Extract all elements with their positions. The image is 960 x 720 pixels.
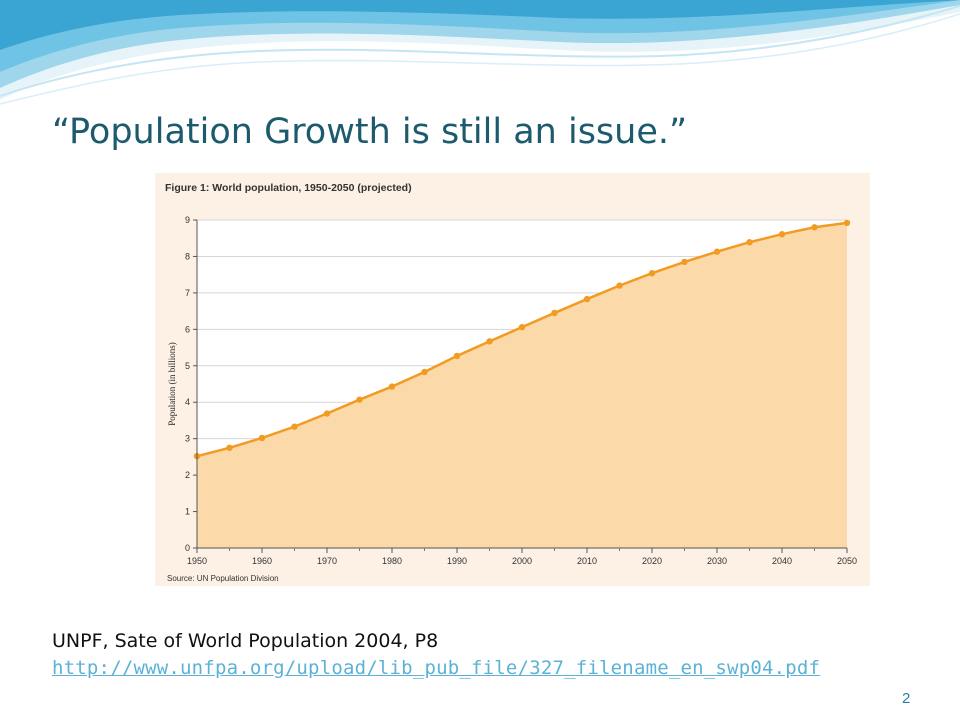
data-point-1990 bbox=[453, 352, 461, 360]
population-figure: Figure 1: World population, 1950-2050 (p… bbox=[155, 173, 870, 586]
y-tick-label: 7 bbox=[185, 288, 190, 298]
data-point-1995 bbox=[486, 338, 493, 345]
page-number: 2 bbox=[902, 690, 911, 707]
y-tick-label: 8 bbox=[185, 251, 190, 261]
y-tick-label: 2 bbox=[185, 470, 190, 480]
chart-title: Figure 1: World population, 1950-2050 (p… bbox=[165, 182, 412, 194]
x-tick-label: 2020 bbox=[642, 556, 662, 566]
data-point-2040 bbox=[778, 231, 786, 238]
y-tick-label: 9 bbox=[185, 215, 190, 225]
data-point-2010 bbox=[583, 295, 591, 303]
x-tick-label: 2050 bbox=[837, 556, 857, 566]
data-point-1970 bbox=[323, 410, 331, 417]
data-point-2030 bbox=[713, 248, 721, 255]
data-point-2000 bbox=[518, 323, 526, 331]
x-tick-label: 2030 bbox=[707, 556, 727, 566]
data-point-1955 bbox=[226, 444, 233, 451]
slide-title: “Population Growth is still an issue.” bbox=[52, 112, 688, 152]
data-point-1985 bbox=[421, 368, 428, 376]
data-point-2005 bbox=[551, 309, 558, 317]
y-tick-label: 3 bbox=[185, 434, 190, 444]
y-axis-label: Population (in billions) bbox=[167, 342, 177, 426]
y-tick-label: 6 bbox=[185, 324, 190, 334]
y-tick-label: 4 bbox=[185, 397, 190, 407]
x-tick-label: 2010 bbox=[577, 556, 597, 566]
population-area bbox=[197, 222, 847, 549]
x-tick-label: 2040 bbox=[772, 556, 792, 566]
y-tick-label: 0 bbox=[185, 543, 190, 553]
data-point-2045 bbox=[811, 224, 818, 231]
x-tick-label: 1950 bbox=[187, 556, 207, 566]
population-chart: Figure 1: World population, 1950-2050 (p… bbox=[165, 182, 857, 583]
data-point-1980 bbox=[388, 383, 396, 390]
y-tick-label: 1 bbox=[185, 507, 190, 517]
data-point-2020 bbox=[648, 270, 656, 277]
data-point-2050 bbox=[843, 219, 851, 227]
source-link[interactable]: http://www.unfpa.org/upload/lib_pub_file… bbox=[52, 657, 821, 679]
data-point-2035 bbox=[746, 239, 753, 246]
data-point-1960 bbox=[258, 434, 266, 442]
x-tick-label: 2000 bbox=[512, 556, 532, 566]
data-point-1975 bbox=[356, 396, 363, 403]
x-tick-label: 1980 bbox=[382, 556, 402, 566]
y-tick-label: 5 bbox=[185, 361, 190, 371]
data-point-2015 bbox=[616, 282, 623, 289]
chart-source: Source: UN Population Division bbox=[167, 574, 279, 583]
header-wave-decoration bbox=[0, 0, 960, 105]
data-point-2025 bbox=[681, 258, 688, 266]
data-point-1965 bbox=[291, 423, 298, 430]
x-tick-label: 1990 bbox=[447, 556, 467, 566]
x-tick-label: 1960 bbox=[252, 556, 272, 566]
citation-text: UNPF, Sate of World Population 2004, P8 bbox=[52, 630, 439, 652]
x-tick-label: 1970 bbox=[317, 556, 337, 566]
